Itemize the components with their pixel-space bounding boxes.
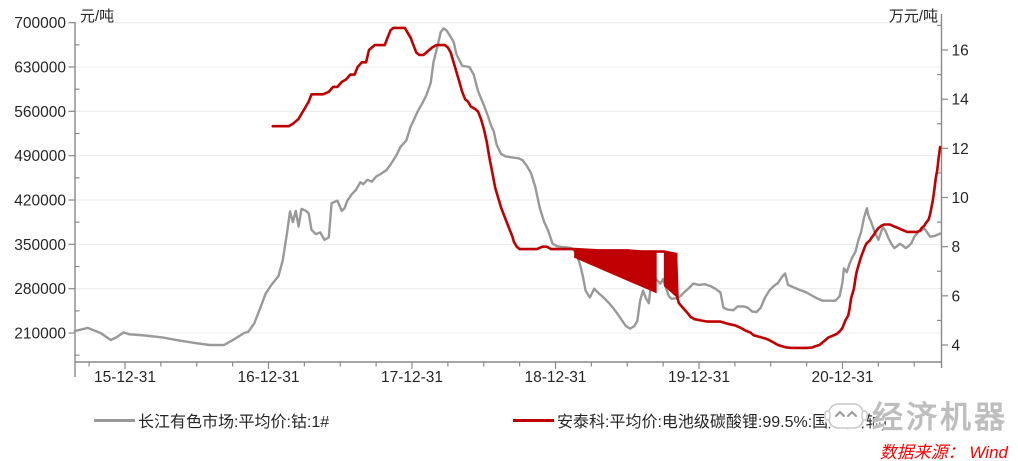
series-line-cobalt [73,27,942,347]
left-tick-label: 560000 [14,104,66,121]
left-axis-unit-label: 元/吨 [80,8,114,25]
x-tick-label: 19-12-31 [668,369,730,386]
right-tick-label: 14 [952,92,970,109]
right-axis-unit-label: 万元/吨 [889,8,938,25]
series-line-lithium [271,26,942,350]
legend-item-lithium: 安泰科:平均价:电池级碳酸锂:99.5%:国产(右轴) [513,411,887,431]
left-tick-label: 490000 [14,148,66,165]
red-line-swatch-icon [513,418,554,422]
right-tick-label: 10 [952,190,970,207]
left-tick-label: 420000 [14,193,66,210]
left-tick-label: 210000 [14,326,66,343]
axis-tick-labels: 210000 280000 350000 420000 490000 560000 6300… [14,15,969,386]
data-source-label: 数据来源： Wind [879,443,1008,461]
x-tick-label: 16-12-31 [237,369,299,386]
left-tick-label: 630000 [14,60,66,77]
left-tick-label: 700000 [14,15,66,32]
right-tick-label: 8 [952,239,961,256]
data-series [73,26,942,350]
right-tick-label: 12 [952,141,969,158]
left-tick-label: 280000 [14,281,66,298]
series-oscillation-band-lithium [574,250,657,294]
legend-label-cobalt: 长江有色市场:平均价:钴:1# [138,414,330,431]
x-tick-label: 17-12-31 [381,369,443,386]
axes-and-ticks [68,14,948,377]
x-tick-label: 20-12-31 [811,369,873,386]
legend-label-lithium: 安泰科:平均价:电池级碳酸锂:99.5%:国产(右轴) [557,414,887,431]
left-tick-label: 350000 [14,237,66,254]
x-tick-label: 15-12-31 [94,369,156,386]
gray-line-swatch-icon [94,418,135,422]
gridlines [75,22,942,334]
x-tick-label: 18-12-31 [524,369,586,386]
right-tick-label: 16 [952,43,969,60]
right-tick-label: 6 [952,288,961,305]
right-tick-label: 4 [952,338,961,355]
legend-item-cobalt: 长江有色市场:平均价:钴:1# [94,411,330,431]
series-oscillation-band-lithium [663,252,678,299]
